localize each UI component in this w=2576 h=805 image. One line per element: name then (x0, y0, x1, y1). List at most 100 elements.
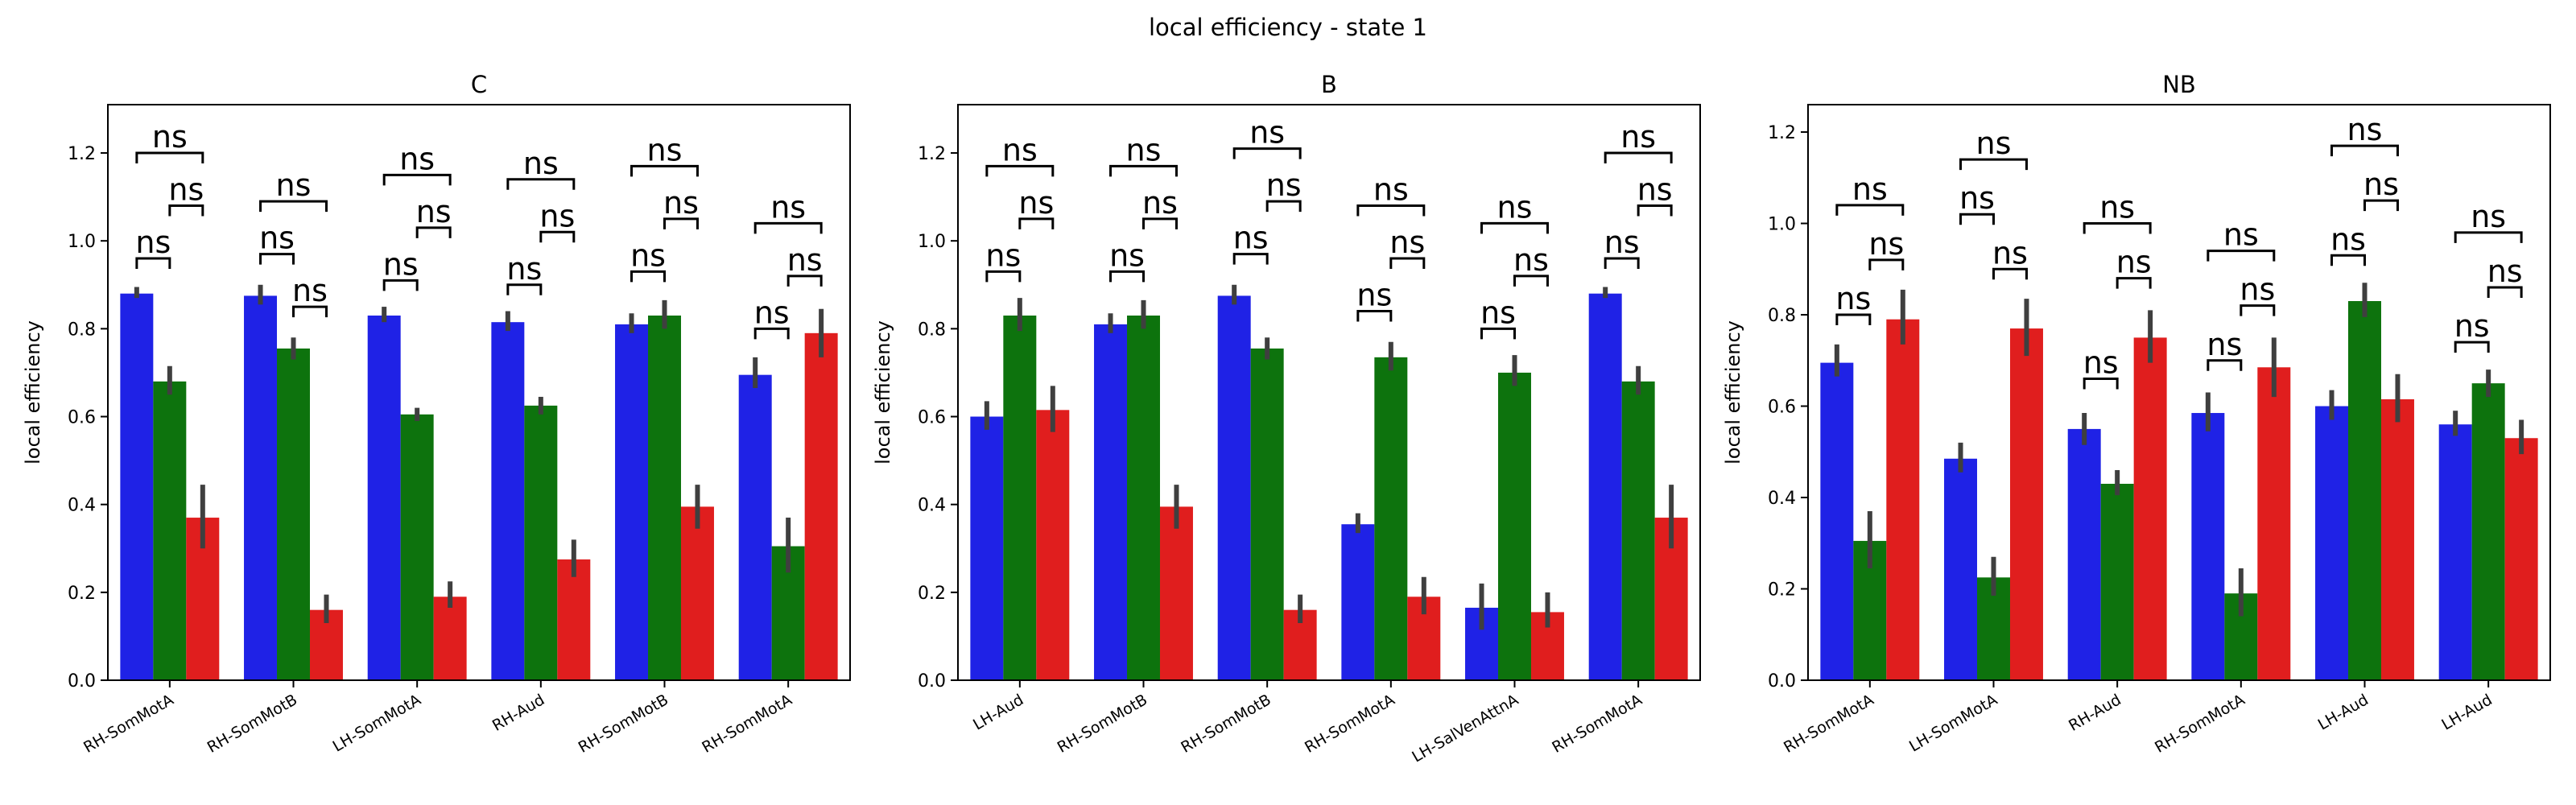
figure-title: local efficiency - state 1 (1149, 14, 1427, 41)
significance-label: ns (1018, 185, 1054, 221)
significance-bracket (1959, 158, 2028, 171)
bar-blue (2315, 406, 2349, 680)
panel-title: B (1321, 71, 1337, 98)
y-tick-label: 1.0 (68, 232, 96, 252)
significance-bracket (1637, 204, 1673, 217)
significance-bracket (1356, 204, 1426, 217)
bar-red (804, 332, 838, 680)
significance-bracket (1604, 257, 1640, 270)
significance-bracket (1480, 221, 1549, 234)
x-tick-label: RH-SomMotA (1302, 691, 1397, 757)
significance-label: ns (1959, 180, 1995, 216)
significance-bracket (1959, 213, 1995, 225)
significance-bracket (1992, 267, 2028, 280)
significance-bracket (630, 270, 666, 283)
significance-label: ns (1266, 167, 1302, 203)
significance-bracket (168, 204, 204, 217)
x-tick-label: RH-SomMotA (1781, 691, 1876, 757)
bar-red (680, 506, 714, 680)
significance-bracket (1389, 257, 1426, 270)
significance-label: ns (1604, 225, 1640, 260)
significance-bracket (415, 226, 452, 238)
bar-green (1250, 348, 1284, 680)
y-tick-label: 0.0 (1768, 671, 1796, 691)
y-tick-label: 0.0 (68, 671, 96, 691)
plot-frame (1807, 104, 2551, 681)
bar-red (2380, 399, 2414, 680)
x-tick-label: RH-SomMotA (1549, 691, 1645, 757)
significance-label: ns (135, 225, 171, 260)
y-tick-label: 0.2 (918, 584, 946, 604)
bar-green (524, 405, 558, 680)
significance-label: ns (168, 172, 204, 208)
y-tick-label: 0.8 (1768, 306, 1796, 326)
significance-bracket (2207, 250, 2276, 262)
significance-bracket (753, 221, 823, 234)
bar-blue (615, 324, 649, 680)
significance-label: ns (2347, 112, 2383, 147)
bar-red (2504, 438, 2538, 680)
significance-label: ns (1480, 295, 1516, 330)
significance-label: ns (1233, 221, 1269, 256)
bar-green (2100, 483, 2134, 680)
significance-bracket (1835, 204, 1905, 216)
significance-bracket (1868, 258, 1905, 270)
bar-red (557, 559, 591, 680)
bar-blue (1217, 295, 1251, 680)
bar-red (1886, 319, 1920, 680)
x-tick-label: RH-SomMotB (576, 691, 671, 757)
bar-blue (2067, 428, 2101, 680)
bar-blue (738, 374, 772, 680)
significance-bracket (786, 275, 823, 287)
bar-green (1003, 315, 1037, 680)
bar-red (2009, 328, 2043, 680)
significance-bracket (2330, 144, 2399, 157)
significance-bracket (259, 253, 295, 265)
bar-green (1127, 315, 1160, 680)
bar-blue (1094, 324, 1128, 680)
significance-bracket (985, 164, 1055, 177)
y-tick-label: 1.0 (918, 232, 946, 252)
x-tick-label: LH-SomMotA (330, 691, 424, 755)
significance-label: ns (399, 141, 435, 176)
significance-bracket (630, 164, 699, 177)
y-tick-label: 1.2 (918, 144, 946, 164)
significance-bracket (1835, 313, 1872, 326)
significance-label: ns (630, 237, 666, 273)
bar-blue (367, 315, 401, 680)
significance-label: ns (259, 221, 295, 256)
significance-bracket (382, 279, 419, 291)
x-tick-label: RH-SomMotB (1055, 691, 1150, 757)
significance-bracket (1604, 151, 1673, 164)
y-tick-label: 0.6 (918, 408, 946, 428)
bar-blue (1820, 362, 1854, 680)
significance-label: ns (647, 132, 683, 167)
panel-title: C (471, 71, 487, 98)
y-tick-label: 0.4 (918, 496, 946, 516)
significance-bracket (663, 217, 699, 229)
significance-bracket (135, 151, 204, 164)
significance-label: ns (2099, 190, 2135, 225)
significance-label: ns (1142, 185, 1178, 221)
chart-panel-nb: NB local efficiency 0.0 0.2 0.4 0.6 0.8 1.0 1.2 R… (1722, 71, 2551, 757)
significance-label: ns (1992, 235, 2028, 270)
bar-green (1621, 381, 1655, 680)
bar-green (2471, 383, 2505, 680)
significance-label: ns (1497, 189, 1533, 225)
bar-blue (970, 416, 1004, 680)
significance-label: ns (152, 119, 188, 155)
x-tick-label: LH-SomMotA (1906, 691, 2000, 755)
bar-blue (1944, 458, 1978, 680)
y-tick-label: 0.8 (68, 320, 96, 340)
y-tick-label: 0.6 (1768, 398, 1796, 418)
bar-blue (1588, 293, 1622, 680)
significance-label: ns (985, 237, 1021, 273)
bar-red (433, 597, 467, 680)
significance-bracket (2083, 222, 2152, 234)
bar-red (1159, 506, 1193, 680)
y-tick-label: 0.4 (68, 496, 96, 516)
significance-bracket (292, 305, 328, 318)
